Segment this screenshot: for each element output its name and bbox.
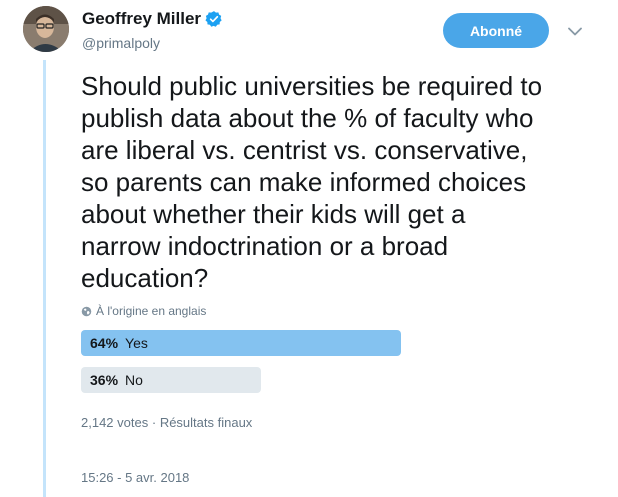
poll-option-label: No bbox=[125, 372, 143, 388]
author-name-text[interactable]: Geoffrey Miller bbox=[82, 9, 202, 28]
tweet-text: Should public universities be required t… bbox=[81, 70, 606, 294]
author-name[interactable]: Geoffrey Miller bbox=[82, 9, 223, 29]
author-handle[interactable]: @primalpoly bbox=[82, 35, 161, 51]
poll-status: Résultats finaux bbox=[159, 415, 253, 430]
tweet-text-line: education? bbox=[81, 263, 209, 293]
tweet-text-line: Should public universities be required t… bbox=[81, 71, 543, 101]
poll-separator: · bbox=[151, 415, 157, 430]
poll-percent: 36% bbox=[90, 372, 119, 388]
following-button[interactable]: Abonné bbox=[443, 13, 549, 48]
tweet-timestamp[interactable]: 15:26 - 5 avr. 2018 bbox=[81, 470, 190, 485]
tweet-text-line: so parents can make informed choices bbox=[81, 167, 527, 197]
poll-option-label: Yes bbox=[125, 335, 148, 351]
poll-option-yes: 64% Yes bbox=[81, 330, 148, 356]
poll-summary: 2,142 votes · Résultats finaux bbox=[81, 415, 252, 430]
avatar[interactable] bbox=[23, 6, 69, 52]
tweet-text-line: are liberal vs. centrist vs. conservativ… bbox=[81, 135, 528, 165]
poll-percent: 64% bbox=[90, 335, 119, 351]
globe-icon bbox=[81, 306, 92, 317]
verified-badge-icon bbox=[205, 10, 223, 28]
poll-option-no: 36% No bbox=[81, 367, 143, 393]
poll-bar-no bbox=[81, 367, 261, 393]
translation-note-text[interactable]: À l'origine en anglais bbox=[96, 304, 207, 318]
poll-bar-yes bbox=[81, 330, 401, 356]
thread-line bbox=[43, 60, 46, 497]
translation-note[interactable]: À l'origine en anglais bbox=[81, 304, 206, 318]
poll-votes: 2,142 votes bbox=[81, 415, 149, 430]
tweet-text-line: about whether their kids will get a bbox=[81, 199, 466, 229]
chevron-down-icon[interactable] bbox=[566, 22, 584, 40]
tweet-text-line: publish data about the % of faculty who bbox=[81, 103, 534, 133]
avatar-photo bbox=[23, 6, 69, 52]
tweet-text-line: narrow indoctrination or a broad bbox=[81, 231, 449, 261]
